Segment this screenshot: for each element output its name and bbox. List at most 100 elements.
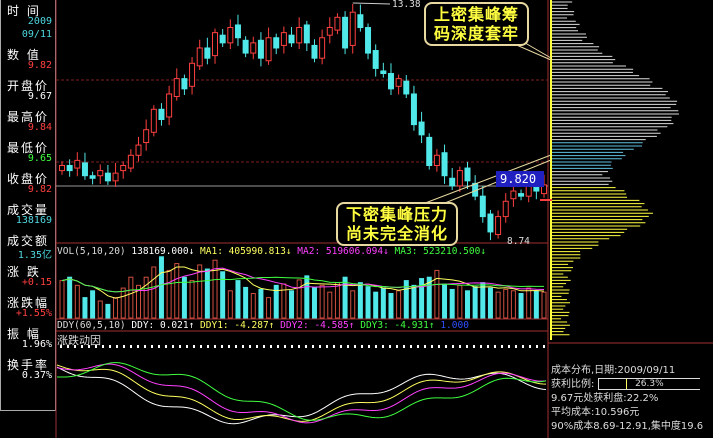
indicator-tick bbox=[291, 345, 293, 348]
indicator-tick bbox=[144, 345, 146, 348]
volume-bar bbox=[82, 297, 88, 319]
indicator-tick bbox=[207, 345, 209, 348]
indicator-tick bbox=[466, 345, 468, 348]
vol-ma3: MA3: 523210.500↓ bbox=[394, 246, 487, 257]
indicator-tick bbox=[480, 345, 482, 348]
indicator-tick bbox=[270, 345, 272, 348]
quote-value: 9.65 bbox=[27, 153, 52, 164]
callout-top-line1: 上密集峰筹 bbox=[434, 5, 520, 24]
quote-value: 09/11 bbox=[21, 29, 52, 40]
volume-bar bbox=[480, 282, 486, 319]
candle-body bbox=[66, 164, 73, 172]
indicator-tick bbox=[508, 345, 510, 348]
current-price-tag: 9.820 bbox=[496, 171, 544, 187]
ddy3-value: DDY3: -4.931↑ bbox=[360, 320, 435, 331]
quote-label: 最低价 bbox=[7, 141, 50, 155]
volume-bar bbox=[151, 266, 157, 319]
indicator-tick bbox=[389, 345, 391, 348]
candle-body bbox=[288, 34, 295, 44]
volume-bar bbox=[143, 276, 149, 319]
chip-profit-at-price: 9.67元处获利盘:22.2% bbox=[551, 393, 659, 404]
profit-value: 26.3% bbox=[635, 379, 664, 389]
candle-body bbox=[112, 172, 119, 182]
candle-body bbox=[487, 213, 494, 233]
quote-label: 换手率 bbox=[7, 358, 50, 372]
quote-value: 0.37% bbox=[21, 370, 52, 381]
candle-body bbox=[502, 200, 509, 218]
volume-bar bbox=[273, 284, 279, 319]
quote-value: 9.84 bbox=[27, 122, 52, 133]
volume-bar bbox=[105, 303, 111, 319]
quote-label: 开盘价 bbox=[7, 79, 50, 93]
indicator-tick bbox=[165, 345, 167, 348]
volume-bar bbox=[411, 284, 417, 319]
indicator-tick bbox=[81, 345, 83, 348]
indicator-tick bbox=[109, 345, 111, 348]
candle-body bbox=[410, 93, 417, 126]
profit-ratio-bar: 26.3% bbox=[598, 378, 701, 390]
indicator-tick bbox=[529, 345, 531, 348]
candle-body bbox=[234, 24, 241, 39]
vol-name: VOL(5,10,20) bbox=[57, 246, 126, 257]
indicator-tick bbox=[445, 345, 447, 348]
volume-bar bbox=[419, 278, 425, 319]
volume-ma-line bbox=[61, 267, 545, 293]
volume-bar bbox=[380, 287, 386, 319]
volume-bar bbox=[472, 286, 478, 319]
callout-pointer bbox=[419, 154, 552, 206]
indicator-tick bbox=[403, 345, 405, 348]
quote-label: 数 值 bbox=[7, 48, 41, 62]
volume-bar bbox=[457, 284, 463, 319]
indicator-tick bbox=[375, 345, 377, 348]
chip-distribution-info: 成本分布,日期:2009/09/11 获利比例: 26.3% 9.67元处获利盘:… bbox=[551, 364, 703, 434]
indicator-tick bbox=[452, 345, 454, 348]
volume-bar bbox=[74, 284, 80, 319]
indicator-tick bbox=[501, 345, 503, 348]
quote-value: 1.35亿 bbox=[17, 250, 52, 261]
low-price-label: 8.74 bbox=[507, 236, 530, 247]
candle-body bbox=[212, 32, 219, 57]
candle-body bbox=[365, 27, 372, 54]
high-pointer bbox=[352, 2, 391, 5]
quote-value: 9.82 bbox=[27, 184, 52, 195]
indicator-tick bbox=[361, 345, 363, 348]
indicator-tick bbox=[536, 345, 538, 348]
volume-bar bbox=[128, 276, 134, 319]
candle-body bbox=[143, 129, 150, 144]
candle-body bbox=[426, 136, 433, 166]
quote-label: 涨跌幅 bbox=[7, 296, 50, 310]
indicator-tick bbox=[221, 345, 223, 348]
candle-body bbox=[525, 185, 532, 197]
indicator-tick bbox=[522, 345, 524, 348]
candle-body bbox=[326, 27, 333, 36]
high-price-label: 13.38 bbox=[392, 0, 421, 10]
candle-body bbox=[150, 108, 157, 133]
ddy-name: DDY(60,5,10) bbox=[57, 320, 126, 331]
indicator-tick bbox=[249, 345, 251, 348]
candle-body bbox=[250, 42, 257, 54]
quote-value: +1.55% bbox=[15, 308, 52, 319]
indicator-tick bbox=[228, 345, 230, 348]
volume-bar bbox=[342, 276, 348, 319]
indicator-line bbox=[56, 364, 547, 422]
candle-body bbox=[158, 108, 165, 121]
candle-body bbox=[257, 39, 264, 59]
volume-bar bbox=[334, 282, 340, 319]
indicator-tick bbox=[487, 345, 489, 348]
indicator-tick bbox=[333, 345, 335, 348]
candle-body bbox=[196, 47, 203, 67]
indicator-tick bbox=[88, 345, 90, 348]
indicator-label: 涨跌动因 bbox=[57, 334, 101, 347]
volume-bar bbox=[503, 288, 509, 319]
volume-bar bbox=[258, 288, 264, 319]
volume-bar bbox=[67, 276, 73, 319]
indicator-tick bbox=[74, 345, 76, 348]
candle-body bbox=[273, 37, 280, 49]
candle-body bbox=[464, 167, 471, 182]
chip-90-cost: 90%成本8.69-12.91,集中度19.6 bbox=[551, 421, 704, 432]
candle-body bbox=[449, 177, 456, 187]
volume-bar bbox=[59, 280, 65, 319]
indicator-tick bbox=[116, 345, 118, 348]
candle-body bbox=[510, 190, 517, 200]
indicator-tick bbox=[515, 345, 517, 348]
